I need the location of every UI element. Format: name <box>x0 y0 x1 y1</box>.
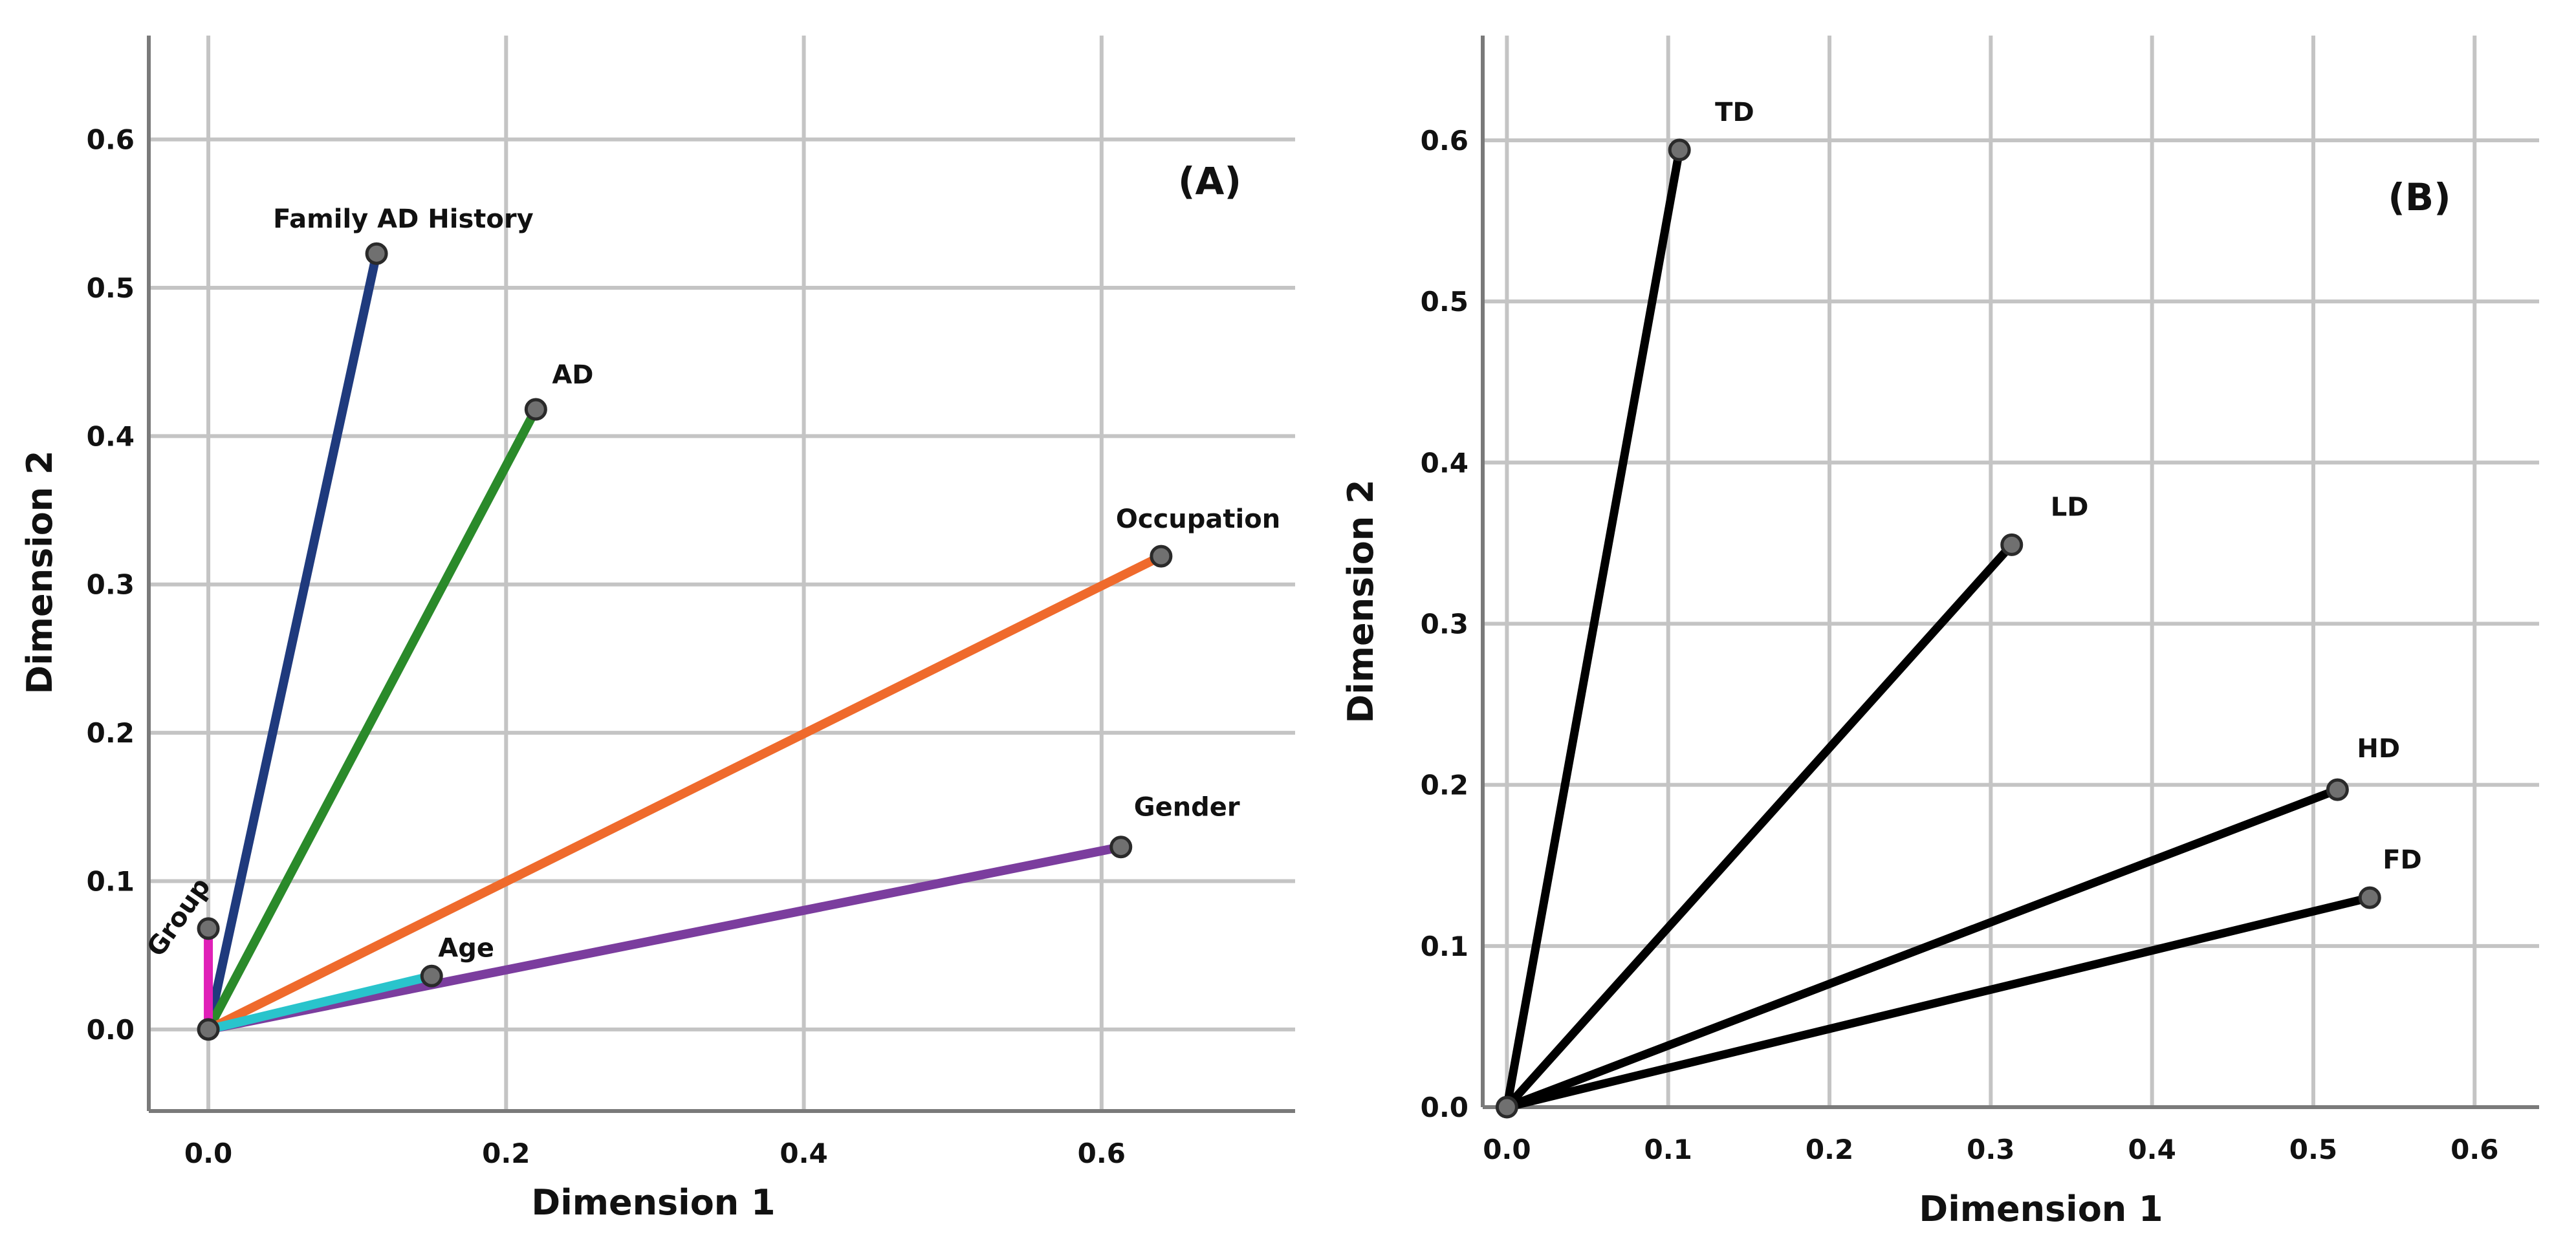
panel-a-y-tick-label: 0.6 <box>87 124 135 156</box>
panel-a-origin-point <box>197 1018 220 1041</box>
panel-b-vector-hd <box>1505 786 2339 1112</box>
panel-a-y-tick-label: 0.3 <box>87 569 135 601</box>
panel-b-x-tick-label: 0.3 <box>1967 1134 2014 1165</box>
panel-a-vector-ad <box>204 407 540 1032</box>
panel-a-point-ad <box>524 398 547 421</box>
panel-b-point-td <box>1668 138 1691 162</box>
panel-b-point-label-hd: HD <box>2357 734 2400 764</box>
panel-a-x-tick-label: 0.2 <box>482 1138 530 1169</box>
panel-a-chart: 0.0 0.2 0.4 0.6 0.0 0.1 0.2 0.3 0.4 0.5 0.6 Dimensi… <box>19 36 1295 1223</box>
panel-a-vector-occupation <box>206 552 1163 1034</box>
panel-b-vector-td <box>1503 149 1684 1108</box>
panel-a-point-label-family-ad-history: Family AD History <box>273 204 534 234</box>
panel-b-point-fd <box>2358 886 2381 909</box>
panel-a-y-tick-label: 0.0 <box>87 1014 135 1046</box>
panel-a-point-label-gender: Gender <box>1134 793 1240 823</box>
panel-b-y-tick-label: 0.3 <box>1421 608 1468 640</box>
panel-a-gridlines <box>149 36 1295 1111</box>
panel-b-x-tick-label: 0.5 <box>2289 1134 2337 1165</box>
panel-b-y-tick-label: 0.5 <box>1421 286 1468 318</box>
panel-a-vector-family-ad-history <box>204 252 381 1031</box>
panel-b-x-tick-label: 0.4 <box>2128 1134 2176 1165</box>
panel-a-y-tick-label: 0.2 <box>87 717 135 749</box>
panel-a-x-axis-title: Dimension 1 <box>531 1182 775 1223</box>
panel-b-vector-fd <box>1505 893 2371 1112</box>
panel-b-point-hd <box>2326 778 2349 801</box>
panel-a-y-tick-label: 0.4 <box>87 420 135 452</box>
panel-a-x-tick-label: 0.0 <box>184 1138 232 1169</box>
panel-a-x-tick-label: 0.6 <box>1078 1138 1126 1169</box>
panel-b-gridlines <box>1483 36 2539 1109</box>
panel-b-vector-ld <box>1503 542 2015 1110</box>
panel-a-y-tick-label: 0.5 <box>87 272 135 304</box>
panel-a-x-tick-label: 0.4 <box>780 1138 827 1169</box>
panel-a-point-age <box>420 964 443 988</box>
panel-a-point-label-ad: AD <box>552 360 593 390</box>
panel-a-point-group <box>197 917 220 940</box>
panel-a-y-axis-title: Dimension 2 <box>19 450 60 694</box>
panel-b-origin-point <box>1495 1096 1518 1119</box>
panel-a-point-family-ad-history <box>365 242 388 265</box>
panel-a-vector-age <box>207 971 433 1034</box>
panel-b-y-axis-title: Dimension 2 <box>1340 479 1381 723</box>
panel-b-x-axis-title: Dimension 1 <box>1919 1189 2163 1229</box>
panel-a-y-tick-label: 0.1 <box>87 865 135 897</box>
panel-b-y-tick-label: 0.1 <box>1421 931 1468 962</box>
panel-a-point-label-age: Age <box>438 933 494 963</box>
panel-b-point-ld <box>2000 533 2024 556</box>
panel-b-point-label-ld: LD <box>2051 492 2089 522</box>
panel-b-label: (B) <box>2388 175 2450 219</box>
panel-b-chart: 0.0 0.1 0.2 0.3 0.4 0.5 0.6 0.0 0.1 0.2 0.3 0.4 0.5 0… <box>1340 36 2539 1229</box>
panel-a-vector-gender <box>207 842 1122 1034</box>
panel-a-point-label-occupation: Occupation <box>1116 504 1280 534</box>
panel-b-y-tick-label: 0.2 <box>1421 770 1468 801</box>
panel-b-x-tick-label: 0.1 <box>1644 1134 1692 1165</box>
panel-b-y-tick-label: 0.0 <box>1421 1092 1468 1123</box>
panel-b-x-tick-label: 0.0 <box>1483 1134 1531 1165</box>
panel-b-x-tick-label: 0.2 <box>1806 1134 1853 1165</box>
panel-b-y-tick-label: 0.6 <box>1421 125 1468 156</box>
panel-b-y-tick-label: 0.4 <box>1421 447 1468 479</box>
panel-b-point-label-td: TD <box>1715 98 1754 127</box>
panel-b-x-tick-label: 0.6 <box>2450 1134 2498 1165</box>
panel-b-point-label-fd: FD <box>2383 845 2422 875</box>
panel-a-point-occupation <box>1150 545 1173 568</box>
panel-a-point-gender <box>1109 836 1133 859</box>
panel-a-label: (A) <box>1178 159 1241 203</box>
